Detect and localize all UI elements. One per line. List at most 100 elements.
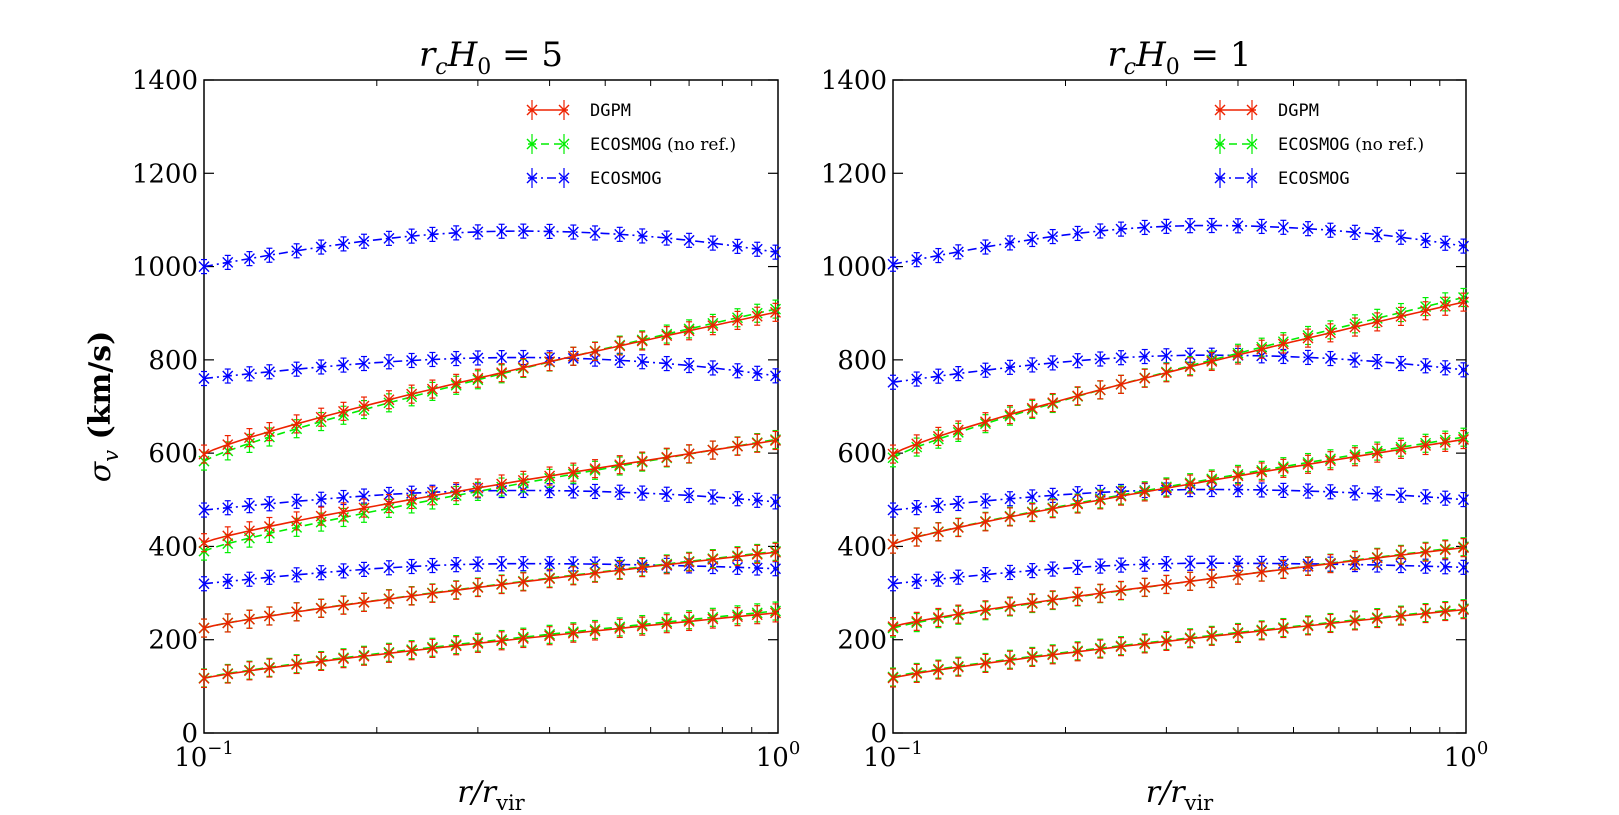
data-point — [198, 373, 210, 385]
legend-marker — [526, 138, 538, 150]
y-tick-label: 0 — [181, 719, 198, 749]
data-point — [1115, 352, 1127, 364]
data-point — [1349, 555, 1361, 567]
data-point — [636, 620, 648, 632]
data-point — [383, 356, 395, 368]
data-point — [517, 225, 529, 237]
data-point — [567, 485, 579, 497]
data-point — [450, 559, 462, 571]
data-point — [683, 234, 695, 246]
data-point — [1232, 220, 1244, 232]
series-line — [203, 356, 776, 380]
data-point — [315, 411, 327, 423]
data-point — [614, 340, 626, 352]
data-point — [1184, 575, 1196, 587]
legend-marker — [558, 172, 570, 184]
data-point — [589, 567, 601, 579]
x-tick-label: 10−1 — [863, 738, 923, 773]
data-point — [1324, 327, 1336, 339]
data-point — [932, 250, 944, 262]
data-point — [315, 510, 327, 522]
data-point — [1026, 402, 1038, 414]
data-point — [263, 662, 275, 674]
data-point — [472, 482, 484, 494]
data-point — [1395, 310, 1407, 322]
data-point — [1094, 643, 1106, 655]
data-point — [1184, 220, 1196, 232]
series-dgpm-curve-1 — [887, 292, 1469, 464]
y-tick-label: 1000 — [821, 253, 887, 283]
data-point — [1004, 361, 1016, 373]
series-ecosmog-curve-1 — [887, 217, 1469, 272]
data-point — [731, 314, 743, 326]
series-line — [203, 612, 776, 680]
data-point — [338, 359, 349, 371]
data-point — [1420, 546, 1432, 558]
data-point — [1184, 349, 1196, 361]
data-point — [1439, 362, 1451, 374]
data-point — [911, 531, 923, 543]
data-point — [769, 496, 781, 508]
data-point — [1072, 646, 1084, 658]
data-point — [614, 622, 626, 634]
data-point — [1115, 584, 1127, 596]
data-point — [1371, 356, 1383, 368]
series-dgpm-curve-2 — [198, 430, 781, 553]
data-point — [496, 558, 508, 570]
data-point — [1395, 231, 1407, 243]
data-point — [1439, 561, 1451, 573]
data-point — [315, 655, 327, 667]
data-point — [1371, 316, 1383, 328]
data-point — [707, 362, 719, 374]
data-point — [383, 593, 395, 605]
data-point — [932, 611, 944, 623]
series-ecosmog-curve-1 — [198, 223, 781, 275]
data-point — [1420, 491, 1432, 503]
data-point — [1371, 488, 1383, 500]
data-point — [1004, 237, 1016, 249]
legend-marker — [1246, 138, 1258, 150]
series-line — [892, 301, 1464, 455]
legend-marker — [1246, 104, 1258, 116]
series-line — [203, 551, 776, 629]
data-point — [1094, 587, 1106, 599]
data-point — [222, 439, 234, 451]
data-point — [911, 615, 923, 627]
data-point — [887, 538, 899, 550]
data-point — [243, 368, 255, 380]
data-point — [952, 368, 964, 380]
data-point — [887, 672, 899, 684]
data-point — [1094, 384, 1106, 396]
y-tick-label: 200 — [837, 626, 887, 656]
data-point — [636, 487, 648, 499]
data-point — [1115, 641, 1127, 653]
data-point — [1206, 630, 1218, 642]
data-point — [1232, 569, 1244, 581]
data-point — [450, 227, 462, 239]
series-line — [892, 488, 1464, 511]
data-point — [1072, 590, 1084, 602]
data-point — [1004, 511, 1016, 523]
y-tick-label: 0 — [870, 719, 887, 749]
data-point — [751, 562, 763, 574]
data-point — [406, 230, 418, 242]
data-point — [198, 448, 210, 460]
data-point — [358, 358, 370, 370]
data-point — [450, 377, 462, 389]
data-point — [291, 658, 303, 670]
series-ecosmog-curve-4 — [887, 555, 1469, 592]
data-point — [1160, 578, 1172, 590]
data-point — [450, 353, 462, 365]
data-point — [243, 613, 255, 625]
data-point — [979, 516, 991, 528]
data-point — [1232, 627, 1244, 639]
data-point — [1420, 439, 1432, 451]
data-point — [589, 625, 601, 637]
data-point — [1395, 549, 1407, 561]
data-point — [243, 573, 255, 585]
data-point — [1439, 237, 1451, 249]
data-point — [1277, 221, 1289, 233]
y-tick-label: 400 — [837, 532, 887, 562]
